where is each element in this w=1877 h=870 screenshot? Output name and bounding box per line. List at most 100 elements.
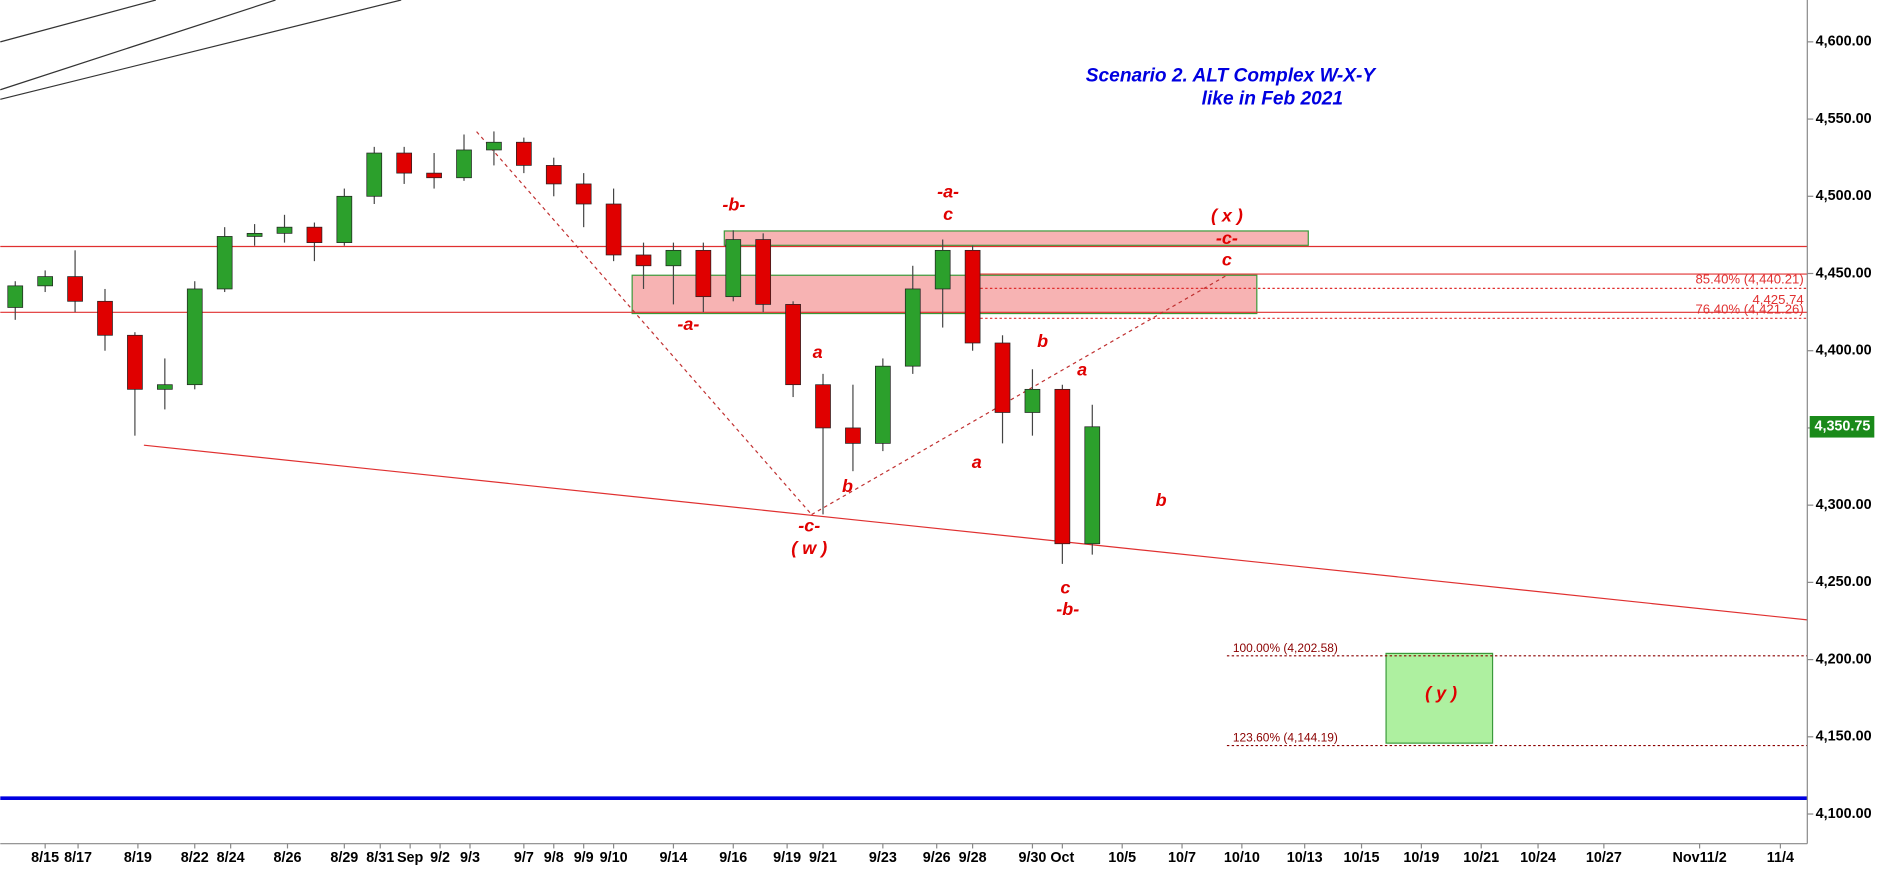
x-tick-label: 8/17 bbox=[64, 850, 92, 866]
x-tick-label: 9/9 bbox=[574, 850, 594, 866]
annotation: like in Feb 2021 bbox=[1202, 88, 1343, 109]
last-price-label: 4,350.75 bbox=[1814, 419, 1870, 435]
wave-label: c bbox=[943, 204, 953, 224]
candle-body bbox=[67, 276, 83, 302]
wave-line bbox=[476, 131, 813, 515]
target-zone bbox=[1385, 652, 1494, 744]
candle-body bbox=[635, 254, 652, 267]
x-tick-label: 8/26 bbox=[274, 850, 302, 866]
x-tick-label: 10/7 bbox=[1168, 850, 1196, 866]
y-tick-label: 4,300.00 bbox=[1816, 497, 1872, 513]
candle-body bbox=[934, 249, 951, 290]
x-tick-label: 10/21 bbox=[1463, 850, 1499, 866]
candle-body bbox=[1084, 426, 1101, 545]
candle-body bbox=[516, 141, 532, 166]
candle-body bbox=[486, 141, 502, 151]
x-tick-label: 9/3 bbox=[460, 850, 480, 866]
trend-line bbox=[0, 0, 157, 43]
annotation: Scenario 2. ALT Complex W-X-Y bbox=[1086, 66, 1378, 87]
wave-label: c bbox=[1222, 250, 1232, 270]
wave-label: -c- bbox=[1216, 228, 1238, 248]
x-tick-label: 9/26 bbox=[923, 850, 951, 866]
x-tick-label: 8/19 bbox=[124, 850, 152, 866]
y-tick-label: 4,150.00 bbox=[1816, 729, 1872, 745]
fib-label: 4,425.74 bbox=[1752, 292, 1803, 307]
wave-label: a bbox=[1077, 360, 1087, 380]
fib-label: 76.40% (4,421.26) bbox=[1695, 301, 1803, 316]
candle-body bbox=[665, 249, 682, 267]
x-tick-label: 9/14 bbox=[659, 850, 687, 866]
wave-label: a bbox=[813, 342, 823, 362]
wave-label: b bbox=[1156, 490, 1167, 510]
x-tick-label: 10/24 bbox=[1520, 850, 1556, 866]
wave-label: -b- bbox=[1056, 599, 1079, 619]
x-tick-label: 8/31 bbox=[366, 850, 394, 866]
candle-body bbox=[216, 236, 233, 290]
candle-body bbox=[366, 152, 383, 197]
candle-body bbox=[695, 249, 712, 298]
candle-body bbox=[545, 165, 562, 185]
y-tick-label: 4,200.00 bbox=[1816, 651, 1872, 667]
candle-body bbox=[246, 232, 263, 237]
annotations: Scenario 2. ALT Complex W-X-Y like in Fe… bbox=[677, 66, 1803, 745]
x-tick-label: 8/24 bbox=[217, 850, 245, 866]
y-tick-label: 4,550.00 bbox=[1816, 111, 1872, 127]
x-tick-label: 8/15 bbox=[31, 850, 59, 866]
x-tick-label: Nov11/2 bbox=[1672, 850, 1726, 866]
wave-label: ( x ) bbox=[1211, 205, 1243, 225]
x-tick-label: 8/22 bbox=[181, 850, 209, 866]
x-tick-label: 9/28 bbox=[959, 850, 987, 866]
fib-label: 100.00% (4,202.58) bbox=[1233, 641, 1338, 655]
candle-body bbox=[396, 152, 413, 174]
candle-body bbox=[1024, 388, 1041, 413]
x-tick-label: 9/2 bbox=[430, 850, 450, 866]
x-tick-label: 9/21 bbox=[809, 850, 837, 866]
y-tick-label: 4,450.00 bbox=[1816, 265, 1872, 281]
x-tick-label: 9/7 bbox=[514, 850, 534, 866]
wave-label: ( w ) bbox=[791, 538, 827, 558]
candle-body bbox=[306, 226, 323, 243]
wave-label: a bbox=[972, 452, 982, 472]
x-tick-label: 10/27 bbox=[1586, 850, 1622, 866]
candle-body bbox=[1054, 388, 1071, 545]
candle-body bbox=[97, 300, 113, 336]
drawings bbox=[0, 0, 1808, 845]
x-tick-label: Sep bbox=[397, 850, 424, 866]
y-tick-label: 4,500.00 bbox=[1816, 188, 1872, 204]
candle-body bbox=[605, 203, 622, 256]
candle-body bbox=[815, 384, 831, 429]
candle-body bbox=[156, 384, 173, 390]
candle-body bbox=[426, 172, 442, 179]
fib-label: 123.60% (4,144.19) bbox=[1233, 731, 1338, 745]
x-tick-label: 9/19 bbox=[773, 850, 801, 866]
candle-body bbox=[904, 288, 921, 367]
fib-label: 85.40% (4,440.21) bbox=[1695, 271, 1803, 286]
candles bbox=[7, 131, 1101, 564]
x-tick-label: 10/10 bbox=[1224, 850, 1260, 866]
candle-body bbox=[725, 239, 742, 298]
trend-line bbox=[0, 0, 276, 91]
x-tick-label: 10/15 bbox=[1344, 850, 1380, 866]
x-tick-label: 10/19 bbox=[1403, 850, 1439, 866]
candle-body bbox=[127, 334, 143, 390]
candle-body bbox=[336, 195, 353, 243]
wave-label: -a- bbox=[937, 181, 959, 201]
candle-body bbox=[875, 365, 891, 444]
candle-body bbox=[575, 183, 592, 205]
y-tick-label: 4,400.00 bbox=[1816, 343, 1872, 359]
candle-body bbox=[37, 276, 54, 287]
x-tick-label: 11/4 bbox=[1767, 850, 1794, 866]
wave-label: c bbox=[1060, 578, 1070, 598]
x-tick-label: 10/13 bbox=[1287, 850, 1323, 866]
x-tick-label: 9/8 bbox=[544, 850, 564, 866]
x-tick-label: 9/23 bbox=[869, 850, 897, 866]
wave-label: b bbox=[1037, 331, 1048, 351]
x-tick-label: Oct bbox=[1050, 850, 1074, 866]
candle-body bbox=[994, 342, 1011, 413]
y-tick-label: 4,100.00 bbox=[1816, 806, 1872, 822]
wave-label: b bbox=[842, 476, 853, 496]
wave-label: ( y ) bbox=[1425, 683, 1457, 703]
channel-line bbox=[143, 444, 1808, 621]
